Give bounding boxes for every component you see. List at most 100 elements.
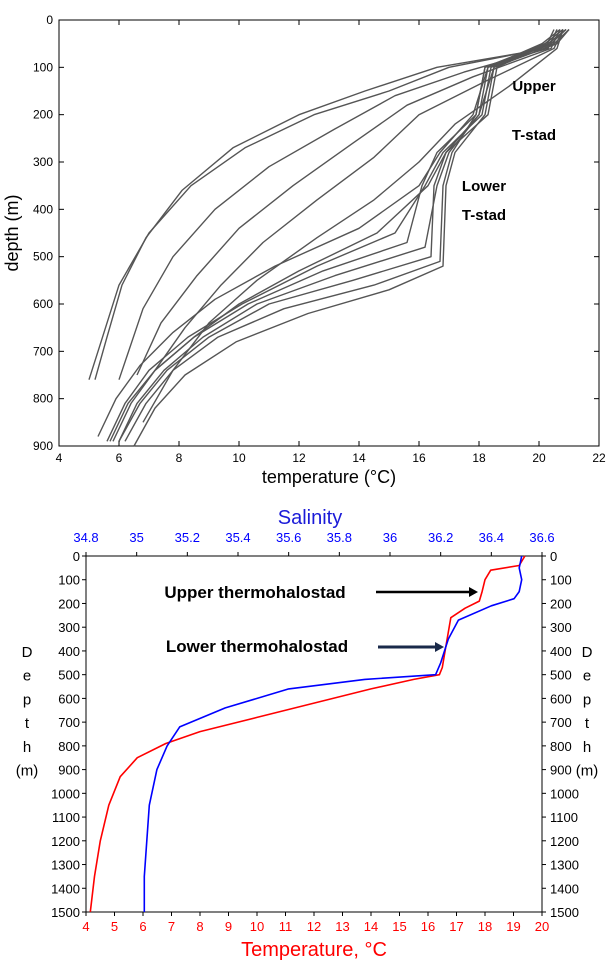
x-tick-label: 12 [292,451,306,465]
depth-tick-label-right: 600 [550,691,572,706]
arrowhead-upper-thermohalostad [469,587,478,597]
salinity-tick-label: 36.2 [428,530,453,545]
y-tick-label: 0 [46,13,53,27]
x-axis-ticks: 4 6 8 10 12 14 16 18 20 22 [56,20,606,465]
depth-tick-label-left: 200 [58,596,80,611]
depth-tick-label-right: 800 [550,739,572,754]
profile-line-4 [136,29,561,376]
x-tick-label: 8 [176,451,183,465]
arrowhead-lower-thermohalostad [435,642,444,652]
temperature-tick-label: 12 [307,919,321,934]
depth-label-letter-left: h [23,739,31,756]
depth-tick-label-left: 0 [73,549,80,564]
profile-line-14 [109,28,564,442]
temperature-tick-label: 11 [279,919,293,934]
y-tick-label: 100 [33,60,53,74]
salinity-tick-label: 35 [129,530,143,545]
y-tick-label: 700 [33,344,53,358]
depth-label-letter-right: h [583,739,591,756]
temperature-tick-label: 16 [421,919,435,934]
x-tick-label: 18 [472,451,486,465]
depth-tick-label-left: 100 [58,573,80,588]
annotation-lower-1: Lower [462,178,506,195]
depth-tick-label-right: 900 [550,763,572,778]
x-tick-label: 6 [116,451,123,465]
depth-tick-label-right: 0 [550,549,557,564]
y-tick-label: 400 [33,202,53,216]
annotations: Upper thermohalostad Lower thermohalosta… [164,583,478,656]
depth-label-letter-left: D [22,644,33,661]
salinity-tick-label: 35.6 [276,530,301,545]
depth-tick-label-right: 1500 [550,905,579,920]
depth-tick-label-left: 500 [58,668,80,683]
depth-label-letter-left: t [25,715,30,732]
depth-tick-label-left: 400 [58,644,80,659]
y-tick-label: 200 [33,108,53,122]
depth-tick-label-right: 1200 [550,834,579,849]
right-depth-axis-ticks: 0 100 200 300 400 500 600 700 800 900 1000 1100 1200… [542,549,579,920]
plot-area-frame [85,555,543,913]
depth-label-letter-left: e [23,668,31,685]
salinity-tick-label: 35.4 [225,530,250,545]
salinity-tick-label: 35.8 [327,530,352,545]
depth-tick-label-left: 300 [58,620,80,635]
salinity-profile-line [143,555,523,912]
temperature-tick-label: 19 [506,919,520,934]
temperature-tick-label: 18 [478,919,492,934]
y-tick-label: 500 [33,250,53,264]
temperature-tick-label: 6 [139,919,146,934]
profile-line-11 [133,29,570,447]
y-tick-label: 800 [33,392,53,406]
depth-tick-label-left: 1100 [52,810,80,825]
depth-tick-label-right: 100 [550,573,572,588]
annotation-upper-2: T-stad [512,127,556,144]
depth-tick-label-left: 1300 [51,858,80,873]
salinity-axis-title: Salinity [278,507,342,529]
depth-tick-label-right: 1300 [550,858,579,873]
profile-lines [88,28,570,447]
depth-tick-label-left: 1000 [51,786,80,801]
annotations: Upper T-stad Lower T-stad [462,78,556,224]
y-tick-label: 900 [33,439,53,453]
depth-tick-label-right: 200 [550,596,572,611]
depth-label-letter-right: t [585,715,590,732]
annotation-lower-thermohalostad: Lower thermohalostad [166,637,348,656]
depth-tick-label-right: 400 [550,644,572,659]
temperature-tick-label: 17 [449,919,463,934]
annotation-upper-thermohalostad: Upper thermohalostad [164,583,345,602]
y-axis-ticks: 0 100 200 300 400 500 600 700 800 900 [33,13,599,453]
salinity-axis-ticks: 34.8 35 35.2 35.4 35.6 35.8 36 36.2 36.4 36.6 [73,530,555,556]
depth-tick-label-left: 700 [58,715,80,730]
salinity-tick-label: 36.4 [479,530,504,545]
temperature-tick-label: 15 [392,919,406,934]
depth-tick-label-right: 1400 [550,881,579,896]
temperature-tick-label: 8 [196,919,203,934]
temperature-axis-label: Temperature, °C [241,939,387,961]
annotation-upper-1: Upper [512,78,556,95]
profile-line-2 [94,29,558,380]
depth-tick-label-left: 900 [58,763,80,778]
profile-line-13 [118,28,567,442]
depth-label-letter-left: p [23,691,31,708]
depth-tick-label-right: 700 [550,715,572,730]
temperature-axis-ticks: 4 5 6 7 8 9 10 11 12 13 14 15 16 17 18 19 20 [82,912,549,934]
salinity-tick-label: 34.8 [73,530,98,545]
depth-tick-label-right: 300 [550,620,572,635]
profile-line-5 [154,29,564,371]
temperature-tick-label: 14 [364,919,378,934]
depth-tick-label-left: 1200 [51,834,80,849]
y-axis-label: depth (m) [2,194,22,271]
temperature-tick-label: 13 [335,919,349,934]
depth-label-letter-right: p [583,691,591,708]
x-tick-label: 4 [56,451,63,465]
annotation-lower-2: T-stad [462,207,506,224]
depth-label-unit-right: (m) [576,763,599,780]
salinity-tick-label: 36 [383,530,397,545]
profile-line-10 [106,28,564,442]
depth-label-letter-right: e [583,668,591,685]
profile-lines [89,555,526,913]
y-tick-label: 600 [33,297,53,311]
y-tick-label: 300 [33,155,53,169]
